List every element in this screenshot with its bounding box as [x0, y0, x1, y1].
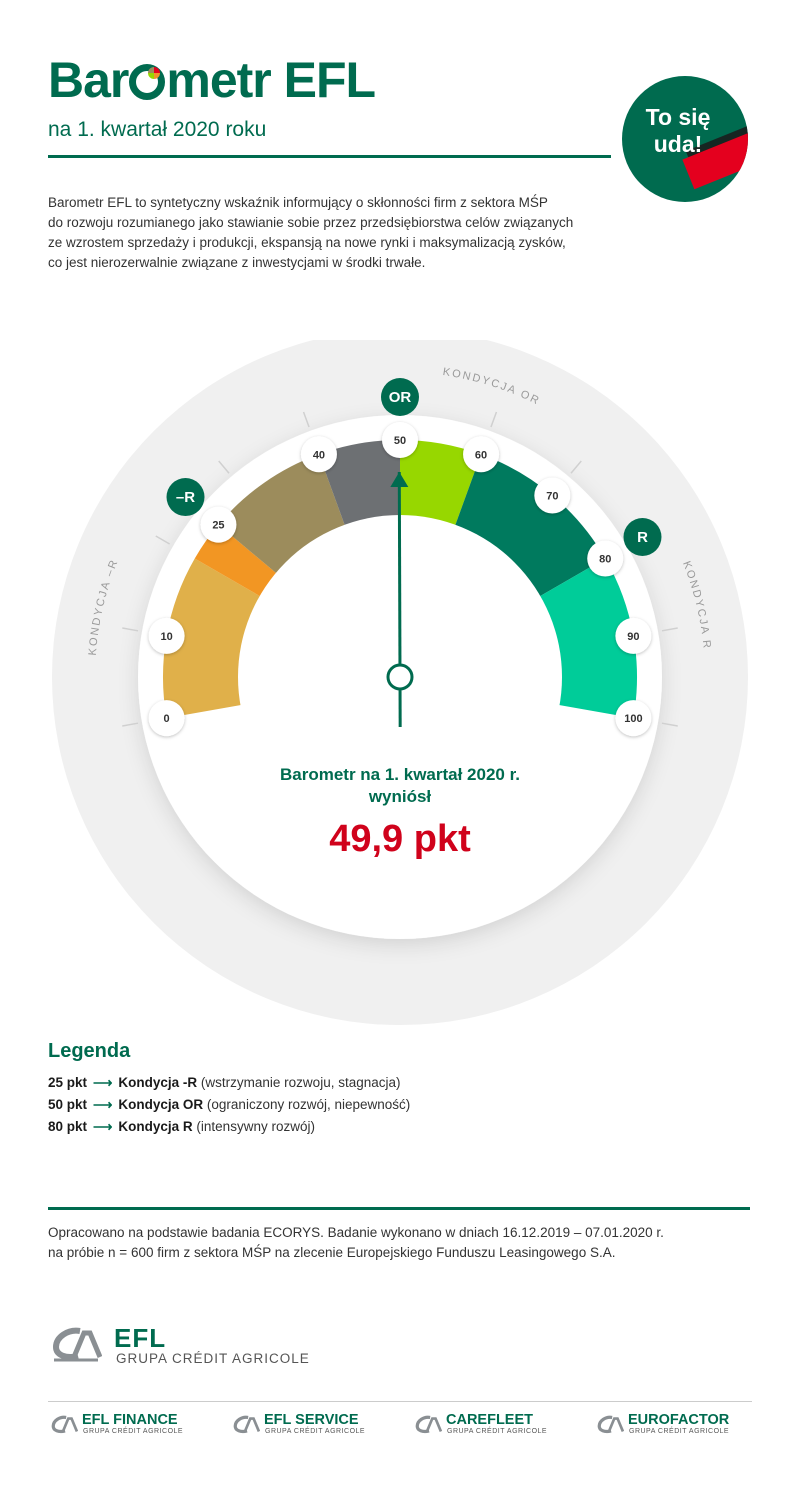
gauge-segment — [194, 524, 278, 597]
legend-name: Kondycja OR — [118, 1097, 204, 1112]
tick-label: 100 — [624, 713, 642, 725]
slogan-text: To się uda! — [645, 104, 711, 157]
gauge-outer-tick — [218, 460, 230, 474]
gauge-outer-tick — [570, 460, 582, 474]
gauge-outer-tick — [122, 722, 139, 727]
tick-label: 80 — [599, 554, 611, 566]
gauge-segments — [163, 440, 637, 719]
credit-agricole-icon — [415, 1415, 442, 1434]
legend-row: 80 pkt ⟶ Kondycja R (intensywny rozwój) — [48, 1119, 315, 1135]
condition-badge — [381, 378, 419, 416]
legend-points: 25 pkt — [48, 1075, 88, 1090]
credit-agricole-icon — [233, 1415, 260, 1434]
needle-tip — [390, 472, 409, 488]
gauge-segment — [218, 454, 346, 575]
tick-label: 25 — [212, 520, 224, 532]
needle-hub — [386, 663, 414, 691]
intro-paragraph: Barometr EFL to syntetyczny wskaźnik inf… — [48, 195, 574, 270]
tick-label: 0 — [164, 713, 170, 725]
result-block: Barometr na 1. kwartał 2020 r. wyniósł 4… — [200, 764, 600, 861]
legend-points: 50 pkt — [48, 1097, 88, 1112]
legend-desc: (ograniczony rozwój, niepewność) — [206, 1097, 411, 1112]
legend-name: Kondycja -R — [118, 1075, 198, 1090]
gauge-segment — [163, 558, 262, 719]
legend-points: 80 pkt — [48, 1119, 88, 1134]
result-value: 49,9 pkt — [329, 818, 471, 860]
tick-label: 60 — [475, 449, 487, 461]
gauge-outer-tick — [490, 411, 498, 428]
tick-label: 90 — [627, 631, 639, 643]
tick-label: 40 — [313, 449, 325, 461]
title-part-left: Bar — [48, 52, 129, 108]
condition-badge — [623, 518, 662, 556]
gauge-segment — [454, 454, 606, 597]
footer-divider — [48, 1207, 750, 1210]
logo-name: EFL — [114, 1323, 167, 1353]
tick-bubble — [615, 700, 652, 737]
sub-logo-subtitle: GRUPA CRÉDIT AGRICOLE — [629, 1428, 730, 1435]
gauge-segment — [318, 440, 400, 527]
tick-bubble — [382, 422, 418, 458]
legend-row: 25 pkt ⟶ Kondycja -R (wstrzymanie rozwoju,… — [48, 1075, 401, 1091]
gauge-outer-tick — [122, 627, 139, 632]
condition-badge-label: OR — [389, 389, 412, 406]
gauge-segment — [538, 558, 637, 719]
logos-divider — [48, 1401, 752, 1402]
title-part-right: metr EFL — [166, 52, 376, 108]
gauge-outer-tick — [661, 627, 678, 632]
tick-bubble — [200, 506, 237, 543]
credit-agricole-icon — [51, 1415, 78, 1434]
legend-row: 50 pkt ⟶ Kondycja OR (ograniczony rozwój, … — [48, 1097, 410, 1113]
tick-bubble — [148, 700, 185, 737]
header-divider — [48, 155, 611, 158]
tick-bubble — [148, 617, 185, 654]
tick-bubble — [463, 436, 500, 473]
gauge-outer-tick — [302, 411, 310, 428]
arrow-right-icon: ⟶ — [93, 1075, 113, 1090]
page-subtitle: na 1. kwartał 2020 roku — [48, 118, 267, 141]
sub-logo-subtitle: GRUPA CRÉDIT AGRICOLE — [83, 1428, 184, 1435]
logo-subtitle: GRUPA CRÉDIT AGRICOLE — [116, 1351, 310, 1366]
credit-agricole-icon — [52, 1327, 102, 1362]
sub-logo-subtitle: GRUPA CRÉDIT AGRICOLE — [265, 1428, 366, 1435]
tick-label: 70 — [546, 490, 558, 502]
legend-name: Kondycja R — [118, 1119, 193, 1134]
arrow-right-icon: ⟶ — [93, 1097, 113, 1112]
tick-bubble — [300, 436, 337, 473]
arrow-right-icon: ⟶ — [93, 1119, 113, 1134]
gauge-segment — [400, 440, 482, 527]
condition-badge-label: –R — [176, 489, 195, 506]
page-title: Bar metr EFL — [48, 52, 376, 108]
sub-logo-name: EUROFACTOR — [628, 1412, 730, 1428]
condition-badge — [166, 478, 205, 517]
sub-logo-name: EFL FINANCE — [82, 1412, 178, 1428]
tick-label: 10 — [160, 631, 172, 643]
tick-bubble — [587, 540, 624, 577]
sub-logo-subtitle: GRUPA CRÉDIT AGRICOLE — [447, 1428, 548, 1435]
legend-desc: (intensywny rozwój) — [196, 1119, 315, 1134]
result-label: Barometr na 1. kwartał 2020 r. wyniósł — [279, 765, 521, 806]
condition-badge-label: R — [637, 529, 648, 546]
barometer-o-icon — [129, 64, 166, 100]
source-footnote: Opracowano na podstawie badania ECORYS. … — [48, 1225, 664, 1260]
sub-logo-name: CAREFLEET — [446, 1412, 533, 1428]
gauge-outer-tick — [155, 535, 171, 545]
credit-agricole-icon — [597, 1415, 624, 1434]
tick-bubble — [615, 617, 652, 654]
slogan-badge — [622, 76, 748, 202]
legend-desc: (wstrzymanie rozwoju, stagnacja) — [200, 1075, 401, 1090]
tick-bubble — [534, 477, 571, 514]
sub-logo-name: EFL SERVICE — [264, 1412, 359, 1428]
gauge-outer-tick — [661, 722, 678, 727]
legend-title: Legenda — [48, 1040, 131, 1062]
tick-label: 50 — [394, 435, 406, 447]
gauge-tick-labels: 0 10 25 40 50 60 70 80 90 100 — [148, 422, 652, 737]
gauge-needle — [386, 471, 414, 728]
